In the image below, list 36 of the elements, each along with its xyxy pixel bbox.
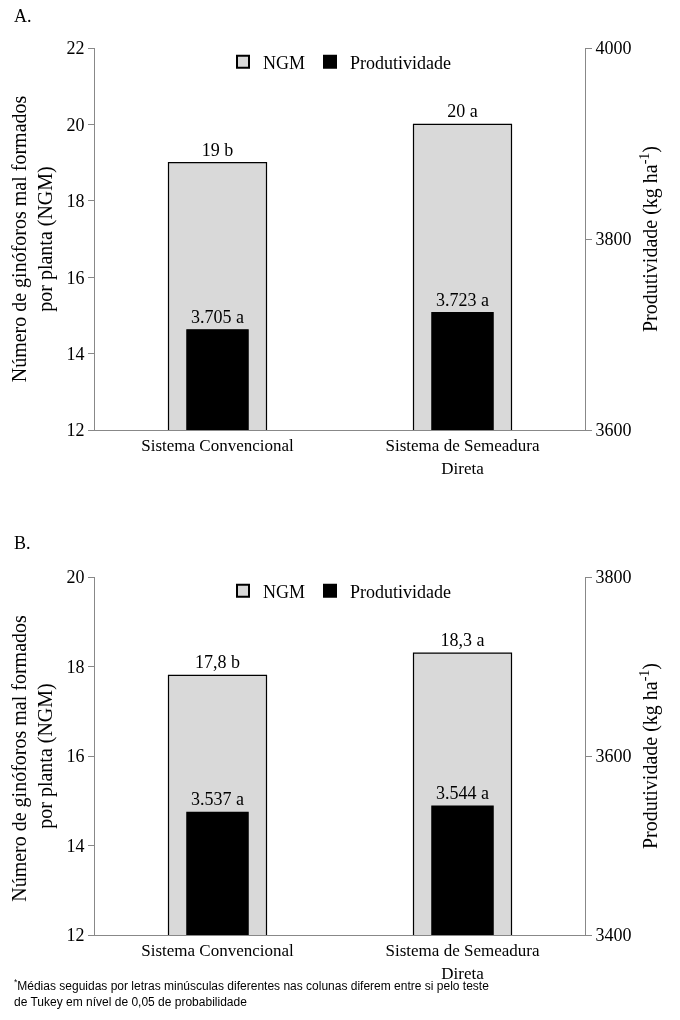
- y2-tick-label: 3800: [595, 229, 632, 250]
- legend-label: Produtividade: [350, 52, 452, 73]
- data-label: 20 a: [447, 101, 478, 122]
- legend-label: Produtividade: [350, 581, 452, 602]
- data-label: 3.544 a: [436, 783, 490, 804]
- x-tick-label: Sistema Convencional: [141, 436, 295, 456]
- y-tick-label: 16: [66, 746, 85, 767]
- legend-label: NGM: [263, 52, 306, 73]
- y2-tick-label: 4000: [595, 38, 632, 59]
- y-tick-label: 14: [66, 343, 85, 364]
- y-tick-label: 18: [66, 656, 85, 677]
- x-tick-label: Sistema de Semeadura Direta: [385, 436, 540, 478]
- data-label: 18,3 a: [440, 630, 485, 651]
- y-tick-label: 16: [66, 267, 85, 288]
- y-tick-label: 18: [66, 191, 85, 212]
- y2-tick-label: 3400: [595, 925, 632, 946]
- y2-tick-label: 3600: [595, 420, 632, 441]
- y-axis-title: Número de ginóforos mal formados por planta (NGM): [7, 610, 57, 902]
- y2-tick-label: 3800: [595, 567, 632, 588]
- data-label: 3.537 a: [191, 789, 245, 810]
- y-tick-label: 14: [66, 835, 85, 856]
- chart-title: A.: [14, 6, 32, 26]
- x-tick-label: Sistema Convencional: [141, 941, 295, 961]
- data-label: 19 b: [201, 139, 234, 160]
- chart-title: B.: [14, 533, 31, 553]
- y-tick-label: 22: [66, 38, 85, 59]
- legend-label: NGM: [263, 581, 306, 602]
- data-label: 3.705 a: [191, 306, 245, 327]
- data-label: 17,8 b: [195, 652, 240, 673]
- y-tick-label: 12: [66, 420, 85, 441]
- y-tick-label: 20: [66, 114, 85, 135]
- y-axis-title: Número de ginóforos mal formados por planta (NGM): [7, 95, 57, 383]
- y-tick-label: 12: [66, 925, 85, 946]
- data-label: 3.723 a: [436, 289, 490, 310]
- y2-tick-label: 3600: [595, 746, 632, 767]
- y-tick-label: 20: [66, 567, 85, 588]
